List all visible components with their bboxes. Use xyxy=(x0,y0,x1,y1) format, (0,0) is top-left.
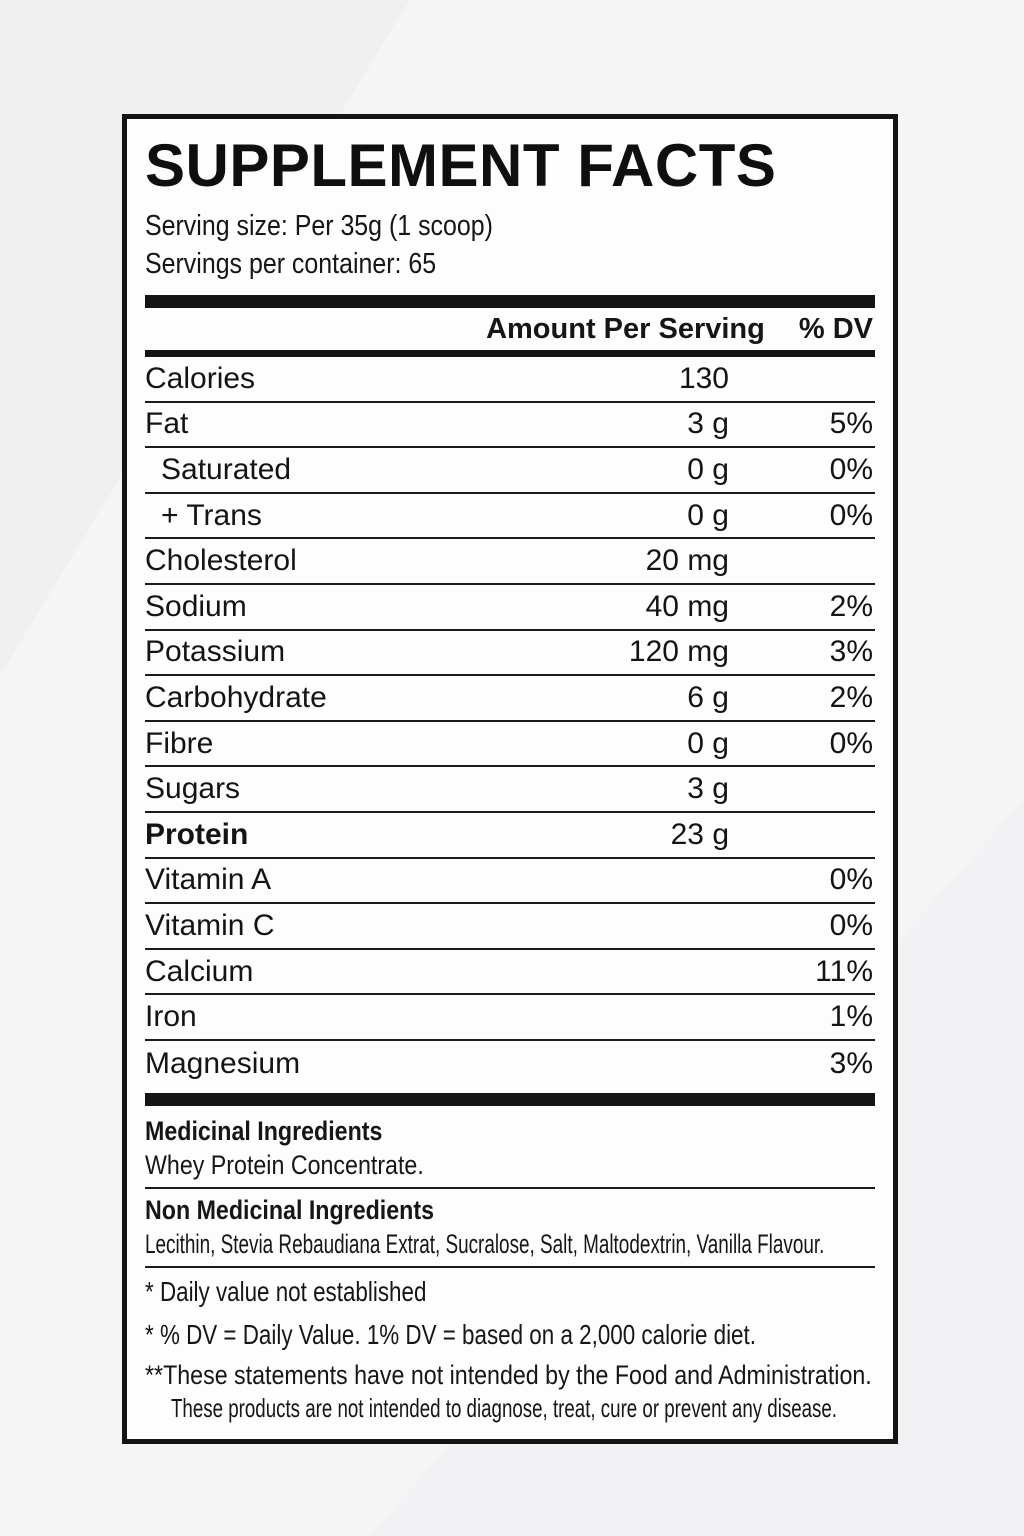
nutrient-dv: 11% xyxy=(815,954,873,988)
nutrient-amount: 0 g xyxy=(687,726,729,760)
amount-column-header: Amount Per Serving xyxy=(486,312,765,345)
table-row-sodium: Sodium 40 mg 2% xyxy=(145,585,875,631)
table-row-calcium: Calcium 11% xyxy=(145,950,875,996)
nutrient-name: + Trans xyxy=(161,498,262,532)
servings-per-container-line: Servings per container: 65 xyxy=(145,248,437,280)
medicinal-ingredients-heading: Medicinal Ingredients xyxy=(145,1115,383,1146)
serving-size-line: Serving size: Per 35g (1 scoop) xyxy=(145,210,493,242)
footnote-fda-statement-line2: These products are not intended to diagn… xyxy=(171,1392,838,1423)
table-row-fat: Fat 3 g 5% xyxy=(145,403,875,449)
nutrient-dv: 5% xyxy=(829,407,873,441)
nutrient-name: Carbohydrate xyxy=(145,680,327,714)
non-medicinal-ingredients-heading: Non Medicinal Ingredients xyxy=(145,1194,435,1225)
footnote-fda-statement-line1: **These statements have not intended by … xyxy=(145,1359,872,1390)
nutrient-amount: 20 mg xyxy=(645,544,729,578)
nutrient-name: Calories xyxy=(145,361,256,395)
table-row-carbohydrate: Carbohydrate 6 g 2% xyxy=(145,676,875,722)
nutrient-dv: 2% xyxy=(829,589,873,623)
nutrient-dv: 0% xyxy=(829,863,873,897)
table-row-protein: Protein 23 g xyxy=(145,813,875,859)
nutrient-dv: 0% xyxy=(829,452,873,486)
table-row-cholesterol: Cholesterol 20 mg xyxy=(145,539,875,585)
section-divider-bar xyxy=(145,295,875,308)
table-row-sugars: Sugars 3 g xyxy=(145,767,875,813)
non-medicinal-ingredients-text: Lecithin, Stevia Rebaudiana Extrat, Sucr… xyxy=(145,1228,825,1259)
nutrient-table: Calories 130 Fat 3 g 5% Saturated 0 g 0%… xyxy=(145,357,875,1087)
table-row-potassium: Potassium 120 mg 3% xyxy=(145,631,875,677)
thin-divider xyxy=(145,1186,875,1189)
nutrient-name: Vitamin A xyxy=(145,863,272,897)
nutrient-amount: 3 g xyxy=(687,772,729,806)
nutrient-amount: 0 g xyxy=(687,498,729,532)
nutrient-name: Calcium xyxy=(145,954,254,988)
nutrient-amount: 0 g xyxy=(687,452,729,486)
nutrient-amount: 3 g xyxy=(687,407,729,441)
section-divider-bar xyxy=(145,1092,875,1106)
nutrient-name: Sugars xyxy=(145,772,241,806)
nutrient-dv: 0% xyxy=(829,908,873,942)
panel-title: SUPPLEMENT FACTS xyxy=(145,132,777,199)
nutrient-amount: 120 mg xyxy=(628,635,729,669)
nutrient-dv: 3% xyxy=(829,635,873,669)
table-row-magnesium: Magnesium 3% xyxy=(145,1041,875,1087)
table-header-row: Amount Per Serving % DV xyxy=(145,308,875,350)
nutrient-name: Fat xyxy=(145,407,189,441)
nutrient-amount: 23 g xyxy=(670,817,729,851)
nutrient-name: Potassium xyxy=(145,635,286,669)
nutrient-name: Protein xyxy=(145,817,249,851)
table-row-iron: Iron 1% xyxy=(145,995,875,1041)
nutrient-dv: 3% xyxy=(829,1046,873,1080)
table-row-vitamin-c: Vitamin C 0% xyxy=(145,904,875,950)
nutrient-amount: 40 mg xyxy=(645,589,729,623)
nutrient-name: Saturated xyxy=(161,452,292,486)
supplement-facts-panel: SUPPLEMENT FACTS Serving size: Per 35g (… xyxy=(122,114,898,1444)
table-row-fibre: Fibre 0 g 0% xyxy=(145,722,875,768)
nutrient-name: Iron xyxy=(145,1000,197,1034)
nutrient-dv: 0% xyxy=(829,498,873,532)
nutrient-name: Cholesterol xyxy=(145,544,297,578)
dv-column-header: % DV xyxy=(798,312,873,345)
serving-info: Serving size: Per 35g (1 scoop) Servings… xyxy=(145,207,875,283)
nutrient-dv: 2% xyxy=(829,680,873,714)
nutrient-amount: 6 g xyxy=(687,680,729,714)
table-row-vitamin-a: Vitamin A 0% xyxy=(145,859,875,905)
nutrient-amount: 130 xyxy=(678,361,729,395)
nutrient-dv: 0% xyxy=(829,726,873,760)
nutrient-name: Magnesium xyxy=(145,1046,301,1080)
nutrient-name: Sodium xyxy=(145,589,247,623)
table-row-trans: + Trans 0 g 0% xyxy=(145,494,875,540)
nutrient-name: Vitamin C xyxy=(145,908,275,942)
header-underline xyxy=(145,350,875,357)
thin-divider xyxy=(145,1265,875,1268)
medicinal-ingredients-text: Whey Protein Concentrate. xyxy=(145,1149,424,1180)
nutrient-dv: 1% xyxy=(829,1000,873,1034)
table-row-calories: Calories 130 xyxy=(145,357,875,403)
footnote-daily-value: * Daily value not established xyxy=(145,1275,427,1307)
table-row-saturated: Saturated 0 g 0% xyxy=(145,448,875,494)
nutrient-name: Fibre xyxy=(145,726,214,760)
footnote-dv-definition: * % DV = Daily Value. 1% DV = based on a… xyxy=(145,1318,756,1350)
